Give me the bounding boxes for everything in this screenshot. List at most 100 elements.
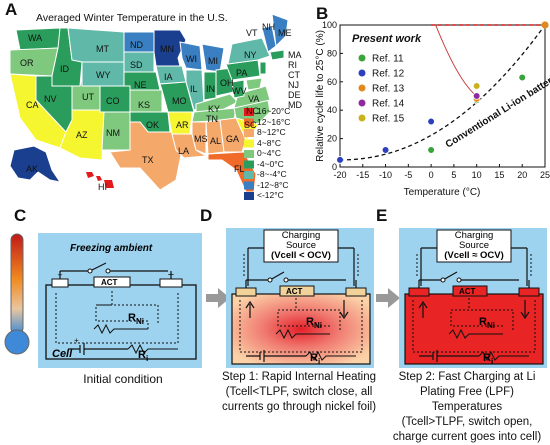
transition-curve — [435, 24, 477, 97]
state-label-ne: NE — [134, 80, 147, 90]
act-tab-label: ACT — [459, 287, 476, 296]
x-tick-label: 5 — [451, 170, 456, 180]
legend-label: 12~16°C — [257, 116, 291, 127]
state-label-pa: PA — [236, 68, 248, 78]
state-label-mn: MN — [160, 44, 174, 54]
legend-swatch — [244, 118, 254, 127]
map-title: Averaged Winter Temperature in the U.S. — [36, 12, 228, 24]
arrow-right-icon — [376, 288, 400, 308]
state-label-al: AL — [210, 136, 222, 146]
state-label-ct: CT — [288, 70, 300, 80]
legend-label: -4~0°C — [257, 158, 284, 169]
panel-d-caption: Step 1: Rapid Internal Heating (Tcell<TL… — [221, 371, 377, 413]
legend-marker — [358, 99, 366, 107]
legend-marker — [358, 84, 366, 92]
state-label-az: AZ — [76, 130, 88, 140]
x-tick-label: 15 — [494, 170, 504, 180]
us-temperature-map-panel: Averaged Winter Temperature in the U.S. — [0, 0, 312, 205]
state-label-ga: GA — [226, 134, 240, 144]
data-point-ref12 — [427, 117, 435, 126]
cycle-life-chart: -20 -15 -10 -5 0 5 10 15 20 25 0 20 40 60 80 100 Relati… — [315, 20, 550, 198]
state-label-ma: MA — [288, 50, 302, 60]
state-label-wy: WY — [96, 70, 111, 80]
y-tick-label: 100 — [322, 20, 337, 30]
state-label-id: ID — [60, 64, 69, 74]
rni-label: RNi — [479, 316, 495, 331]
state-wv-shape — [231, 79, 245, 99]
state-ms-shape — [191, 121, 207, 155]
y-tick-label: 60 — [327, 77, 337, 87]
rni-label: RNi — [306, 316, 322, 331]
charging-source-label: Charging Source (Vcell < OCV) — [271, 230, 331, 261]
y-tick-label: 20 — [327, 134, 337, 144]
legend-swatch — [244, 139, 254, 148]
state-tx-shape — [109, 121, 183, 191]
state-ny-shape — [227, 37, 271, 65]
plot-frame — [339, 24, 546, 168]
legend-label: Ref. 15 — [372, 114, 405, 125]
state-label-ut: UT — [82, 92, 94, 102]
state-label-tx: TX — [142, 155, 154, 165]
state-label-me: ME — [278, 28, 292, 38]
conventional-curve — [339, 24, 546, 161]
present-work-label: Present work — [352, 33, 422, 45]
state-label-va: VA — [248, 94, 260, 104]
state-label-nm: NM — [106, 128, 120, 138]
panel-c-circuit: + − + — [45, 262, 197, 360]
rni-label: RNi — [128, 312, 144, 327]
state-label-tn: TN — [206, 114, 218, 124]
legend-swatch — [244, 129, 254, 137]
state-label-vt: VT — [246, 28, 258, 38]
state-or-shape — [9, 47, 59, 77]
state-label-ms: MS — [194, 134, 208, 144]
act-tab-label: ACT — [286, 287, 303, 296]
cell-label: Cell — [52, 348, 73, 360]
ri-label: Ri — [138, 349, 149, 364]
state-label-nh: NH — [262, 22, 275, 32]
data-point-ref15 — [472, 82, 481, 90]
state-label-ky: KY — [208, 104, 221, 114]
state-label-or: OR — [20, 58, 34, 68]
state-label-ak: AK — [26, 164, 39, 174]
y-tick-label: 80 — [327, 48, 337, 58]
ri-label: Ri — [483, 352, 494, 367]
state-label-mt: MT — [96, 44, 109, 54]
x-tick-label: 0 — [429, 170, 434, 180]
legend-label: Ref. 12 — [372, 69, 405, 80]
state-label-wi: WI — [186, 54, 197, 64]
panel-e-box: Charging Source (Vcell ≈ OCV) ACT RNi Ri — [399, 228, 547, 368]
state-label-co: CO — [106, 96, 120, 106]
legend-swatch — [244, 181, 254, 190]
state-label-ia: IA — [164, 72, 173, 82]
panel-e-caption: Step 2: Fast Charging at Li Plating Free… — [392, 371, 542, 443]
legend-label: 8~12°C — [257, 127, 286, 137]
panel-c-caption: Initial condition — [83, 372, 163, 386]
legend-marker — [358, 54, 366, 62]
x-tick-label: -20 — [333, 170, 346, 180]
arrow-right-icon — [206, 288, 230, 308]
panel-label-b: B — [316, 4, 329, 23]
state-label-hi: HI — [98, 182, 107, 192]
legend-label: Ref. 13 — [372, 84, 405, 95]
y-tick-label: 0 — [332, 162, 337, 172]
svg-text:+: + — [74, 336, 79, 345]
state-md-shape — [245, 77, 263, 91]
legend-swatch — [244, 160, 254, 169]
legend-label: -8~-4°C — [257, 169, 287, 179]
cycle-life-chart-panel: -20 -15 -10 -5 0 5 10 15 20 25 0 20 40 60 80 100 Relati… — [312, 0, 550, 205]
thermometer-icon — [4, 233, 30, 355]
data-point-ref11 — [427, 146, 435, 154]
x-tick-label: -5 — [404, 170, 412, 180]
state-ak-shape — [9, 145, 62, 183]
schematic-row: Freezing ambient + − + ACT — [0, 212, 550, 443]
legend-swatch — [244, 108, 254, 116]
legend-swatch — [244, 192, 254, 200]
state-ky-shape — [195, 93, 239, 113]
x-tick-label: -10 — [379, 170, 392, 180]
legend-marker — [358, 114, 366, 122]
panel-e-circuit — [404, 229, 544, 365]
ri-label: Ri — [310, 352, 321, 367]
panel-label-e: E — [376, 206, 388, 225]
state-label-wv: WV — [232, 86, 247, 96]
panel-d-circuit — [231, 229, 371, 365]
